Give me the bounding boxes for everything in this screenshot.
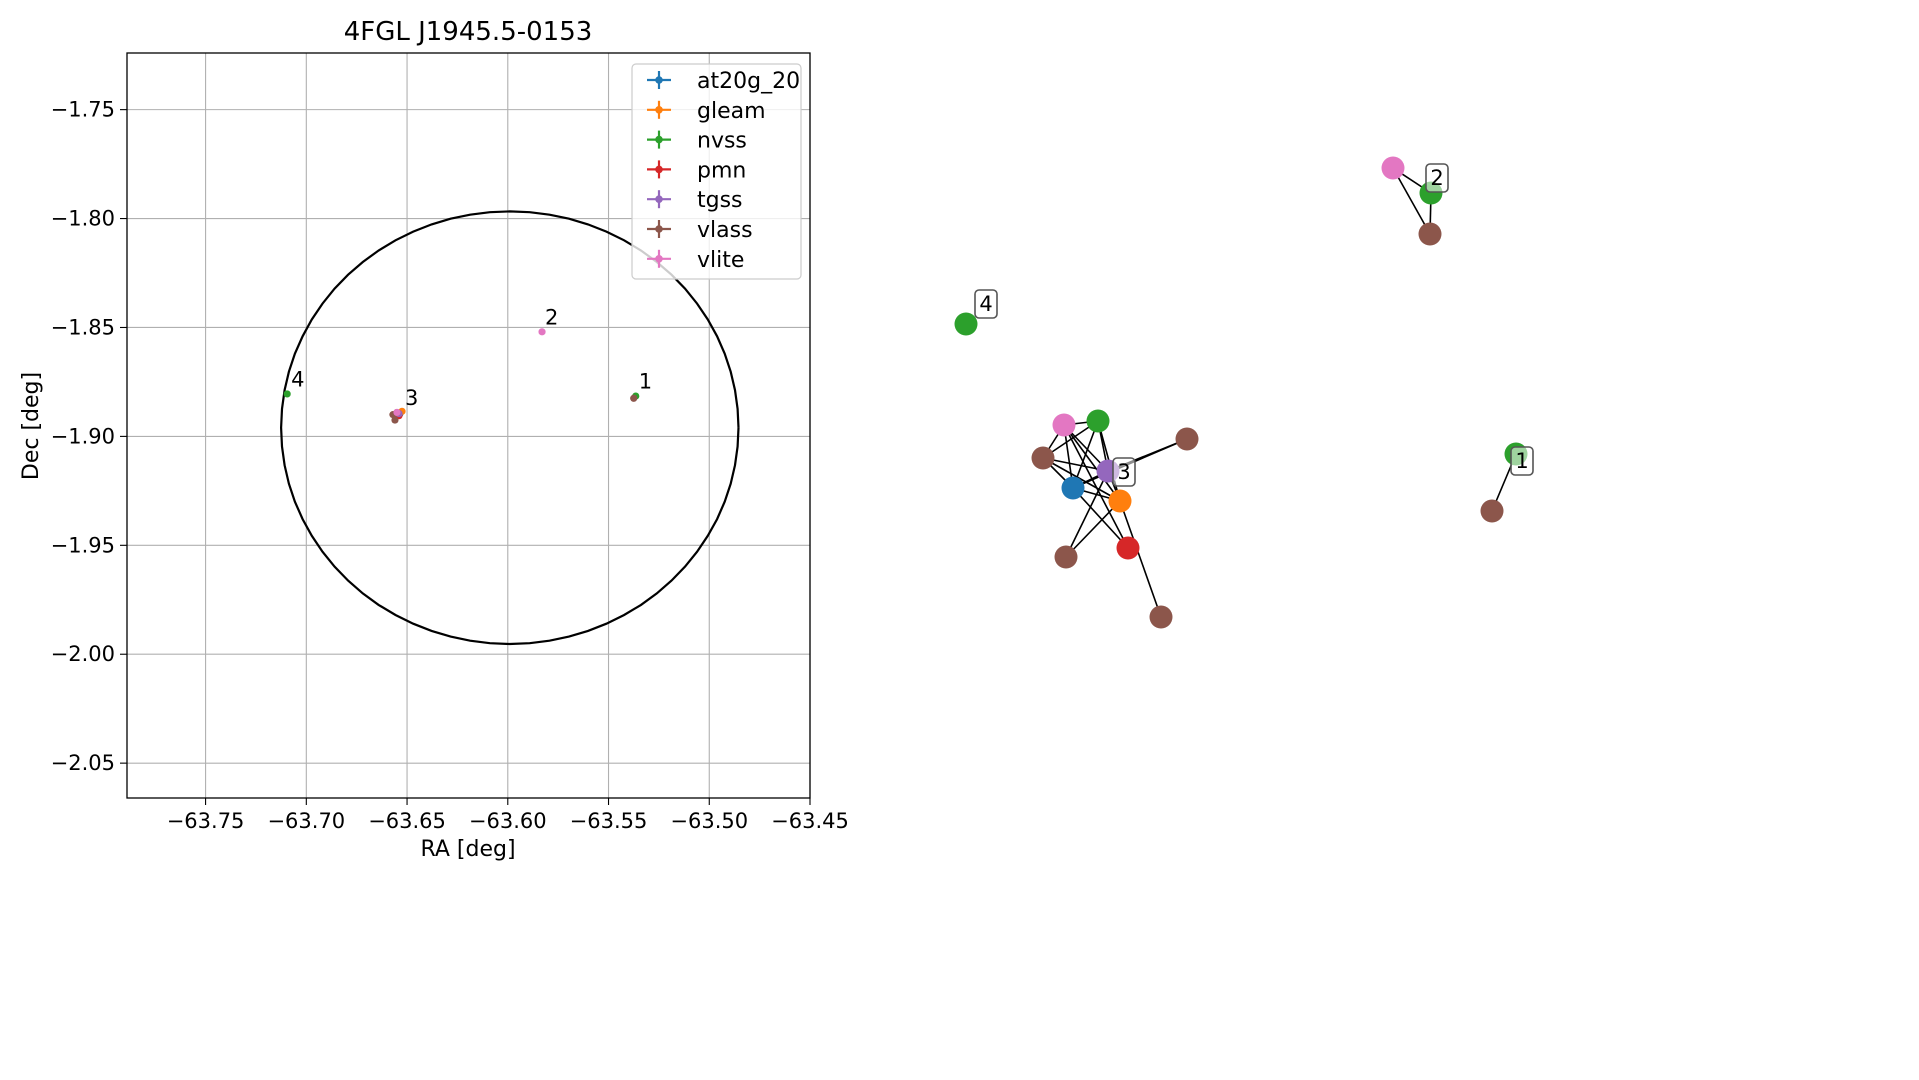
network-labels: 1 2 3 4 bbox=[974, 163, 1534, 487]
y-axis-label: Dec [deg] bbox=[19, 372, 44, 480]
association-network-graph: 1 2 3 4 bbox=[954, 156, 1534, 629]
label-text: 3 bbox=[1117, 460, 1130, 484]
x-tick-label: −63.60 bbox=[469, 809, 547, 833]
data-point-vlite bbox=[538, 328, 546, 336]
y-tick-label: −1.80 bbox=[51, 207, 115, 231]
point-annotation: 1 bbox=[639, 370, 652, 394]
network-node-label: 3 bbox=[1112, 457, 1136, 487]
legend-label: tgss bbox=[697, 188, 743, 213]
network-edge bbox=[1392, 167, 1431, 235]
legend-label: pmn bbox=[697, 158, 746, 183]
x-axis-label: RA [deg] bbox=[420, 837, 515, 862]
network-node bbox=[1052, 413, 1076, 437]
y-tick-label: −1.95 bbox=[51, 533, 115, 557]
data-point-vlass bbox=[630, 394, 638, 402]
data-point-vlass bbox=[391, 416, 399, 424]
label-text: 4 bbox=[979, 292, 992, 316]
point-annotations: 1 2 3 4 bbox=[291, 305, 652, 410]
data-point-vlite bbox=[393, 408, 401, 417]
legend-marker-dot bbox=[655, 195, 663, 203]
network-node bbox=[1061, 476, 1085, 500]
network-node-label: 2 bbox=[1425, 163, 1449, 193]
legend-label: at20g_20 bbox=[697, 69, 800, 94]
label-box bbox=[1510, 446, 1534, 476]
network-edge bbox=[1063, 424, 1129, 549]
sky-position-plot: 4FGL J1945.5-0153 1 2 3 4 −63.75 −63.70 −63.6… bbox=[19, 17, 849, 862]
y-tick-label: −2.00 bbox=[51, 642, 115, 666]
legend-marker-dot bbox=[655, 254, 663, 263]
y-tick-label: −2.05 bbox=[51, 751, 115, 775]
ellipse-outline bbox=[279, 210, 740, 646]
label-box bbox=[974, 289, 998, 319]
legend-marker-dot bbox=[655, 165, 663, 174]
network-node bbox=[1108, 489, 1132, 513]
x-tick-label: −63.50 bbox=[670, 809, 748, 833]
network-node bbox=[1116, 536, 1140, 560]
label-box bbox=[1112, 457, 1136, 487]
network-node bbox=[1149, 605, 1173, 629]
network-node-label: 4 bbox=[974, 289, 998, 319]
legend-marker-dot bbox=[655, 106, 663, 114]
legend-label: vlite bbox=[697, 248, 744, 273]
network-edge bbox=[1065, 470, 1109, 558]
legend-marker-dot bbox=[655, 135, 663, 144]
label-box bbox=[1425, 163, 1449, 193]
network-edge bbox=[1119, 500, 1162, 618]
point-annotation: 2 bbox=[545, 305, 558, 329]
x-axis-ticks: −63.75 −63.70 −63.65 −63.60 −63.55 −63.50 −63.… bbox=[167, 798, 849, 833]
axes-frame bbox=[126, 52, 811, 799]
network-node-label: 1 bbox=[1510, 446, 1534, 476]
network-node bbox=[1086, 409, 1110, 433]
point-annotation: 3 bbox=[405, 386, 418, 410]
x-tick-label: −63.75 bbox=[167, 809, 245, 833]
legend-marker-dot bbox=[655, 76, 663, 84]
y-axis-ticks: −1.75 −1.80 −1.85 −1.90 −1.95 −2.00 −2.05 bbox=[51, 98, 127, 775]
data-points bbox=[283, 328, 640, 424]
y-tick-label: −1.85 bbox=[51, 315, 115, 339]
legend-marker-dot bbox=[655, 225, 663, 233]
network-edge bbox=[1065, 500, 1121, 558]
network-edge bbox=[1072, 487, 1129, 549]
legend-box bbox=[631, 63, 802, 280]
x-tick-label: −63.70 bbox=[267, 809, 345, 833]
network-node bbox=[1175, 427, 1199, 451]
x-tick-label: −63.45 bbox=[771, 809, 849, 833]
x-tick-label: −63.55 bbox=[570, 809, 648, 833]
network-node bbox=[1054, 545, 1078, 569]
error-ellipse bbox=[279, 210, 740, 646]
network-node bbox=[1031, 446, 1055, 470]
network-node bbox=[1381, 156, 1405, 180]
legend-label: nvss bbox=[697, 129, 747, 154]
legend-label: vlass bbox=[697, 218, 753, 243]
grid-lines bbox=[127, 53, 811, 798]
network-node bbox=[954, 312, 978, 336]
network-node bbox=[1418, 222, 1442, 246]
y-tick-label: −1.75 bbox=[51, 98, 115, 122]
point-annotation: 4 bbox=[291, 367, 304, 391]
chart-title: 4FGL J1945.5-0153 bbox=[344, 17, 593, 47]
network-node bbox=[1480, 499, 1504, 523]
legend-label: gleam bbox=[697, 99, 766, 124]
label-text: 2 bbox=[1430, 166, 1443, 190]
data-point-nvss bbox=[283, 390, 291, 398]
y-tick-label: −1.90 bbox=[51, 424, 115, 448]
network-edge bbox=[1042, 457, 1121, 502]
label-text: 1 bbox=[1515, 449, 1528, 473]
x-tick-label: −63.65 bbox=[368, 809, 446, 833]
